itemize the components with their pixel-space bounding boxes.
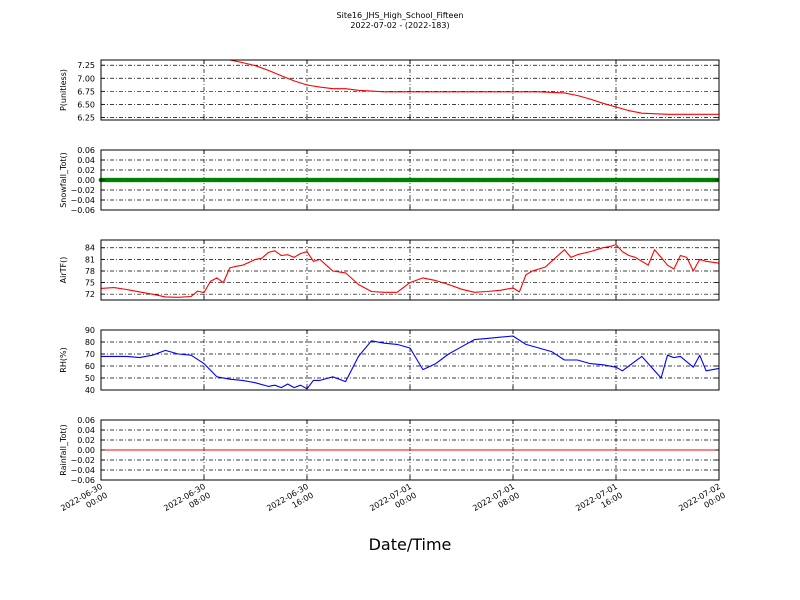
ytick-label: 0.06: [77, 146, 95, 155]
series-line: [100, 244, 720, 298]
y-axis-label: Rainfall_Tot(): [59, 424, 68, 476]
panel-1: 7.25 7.00 6.75 6.50 6.25 P(unitless): [59, 59, 720, 122]
ytick-label: 40: [85, 386, 95, 395]
ytick-label: 0.02: [77, 166, 95, 175]
xtick-label: 2022-07-0200:00: [677, 482, 727, 522]
ytick-label: 6.75: [77, 87, 95, 96]
panel-3: 84 81 78 75 72 AirTF(): [59, 239, 720, 301]
ytick-label: 7.00: [77, 74, 95, 83]
y-axis-label: Snowfall_Tot(): [59, 152, 68, 208]
series-line: [101, 59, 719, 115]
ytick-label: 70: [85, 350, 95, 359]
ytick-label: 0.00: [77, 446, 95, 455]
ytick-label: −0.04: [70, 466, 95, 475]
x-axis-label: Date/Time: [369, 535, 452, 554]
panel-4: 90 80 70 60 50 40 RH(%): [59, 326, 720, 395]
ytick-label: 60: [85, 362, 95, 371]
xtick-label: 2022-06-3008:00: [162, 482, 212, 522]
ytick-label: 90: [85, 326, 95, 335]
ytick-label: −0.02: [70, 186, 95, 195]
y-axis-label: AirTF(): [59, 257, 68, 284]
xtick-label: 2022-06-3000:00: [59, 482, 109, 522]
ytick-label: 50: [85, 374, 95, 383]
ytick-label: −0.02: [70, 456, 95, 465]
ytick-label: 0.02: [77, 436, 95, 445]
ytick-label: 84: [85, 244, 95, 253]
ytick-label: 72: [85, 290, 95, 299]
ytick-label: 0.04: [77, 426, 95, 435]
ytick-label: −0.04: [70, 196, 95, 205]
ytick-label: 80: [85, 338, 95, 347]
series-line: [101, 335, 720, 390]
figure-subtitle: 2022-07-02 - (2022-183): [350, 21, 450, 30]
y-axis-label: RH(%): [59, 347, 68, 372]
ytick-label: 6.25: [77, 113, 95, 122]
panel-5: 0.060.040.020.00−0.02−0.04−0.06Rainfall_…: [59, 416, 720, 485]
panel-2: 0.060.040.020.00−0.02−0.04−0.06Snowfall_…: [59, 146, 720, 215]
ytick-label: −0.06: [70, 476, 95, 485]
ytick-label: 6.50: [77, 100, 95, 109]
ytick-label: −0.06: [70, 206, 95, 215]
ytick-label: 81: [85, 255, 95, 264]
ytick-label: 7.25: [77, 61, 95, 70]
figure-title: Site16_JHS_High_School_Fifteen: [336, 11, 464, 20]
xtick-label: 2022-07-0116:00: [574, 482, 624, 522]
ytick-label: 0.04: [77, 156, 95, 165]
xtick-label: 2022-06-3016:00: [265, 482, 315, 522]
ytick-label: 78: [85, 267, 95, 276]
y-axis-label: P(unitless): [59, 69, 68, 111]
ytick-label: 0.00: [77, 176, 95, 185]
ytick-label: 75: [85, 279, 95, 288]
xtick-label: 2022-07-0100:00: [368, 482, 418, 522]
xtick-label: 2022-07-0108:00: [471, 482, 521, 522]
ytick-label: 0.06: [77, 416, 95, 425]
